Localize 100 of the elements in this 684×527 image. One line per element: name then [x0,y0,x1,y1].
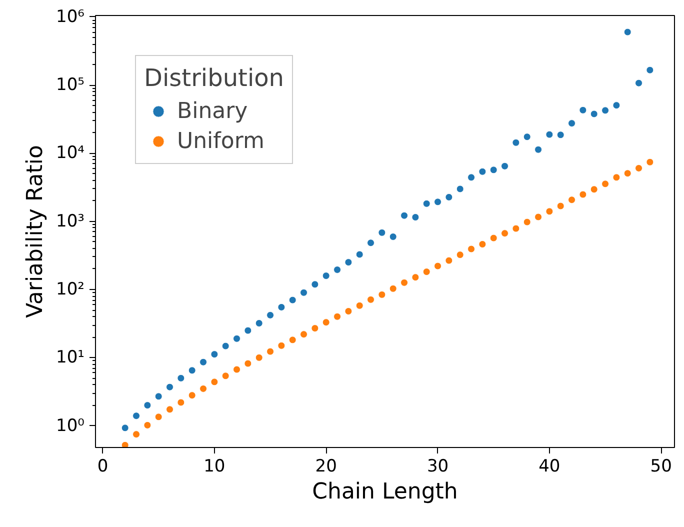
point [590,110,598,118]
point [434,262,442,270]
point [400,278,408,286]
point [311,280,319,288]
point [635,164,643,172]
x-tick-label: 40 [538,456,560,476]
point [144,421,152,429]
point [490,166,498,174]
point [278,303,286,311]
point [602,180,610,188]
point [166,406,174,414]
point [624,170,632,178]
point [334,312,342,320]
point [602,106,610,114]
x-tick-label: 50 [650,456,672,476]
point [200,384,208,392]
point [556,131,564,139]
x-tick-label: 10 [204,456,226,476]
point [624,28,632,36]
point [389,284,397,292]
point [244,360,252,368]
point [188,366,196,374]
point [378,228,386,236]
point [456,251,464,259]
x-tick-label: 0 [97,456,108,476]
point [255,319,263,327]
point [568,196,576,204]
point [445,256,453,264]
point [468,174,476,182]
point [210,350,218,358]
point [344,258,352,266]
point [412,213,420,221]
point [322,318,330,326]
point [177,398,185,406]
y-tick-label: 10³ [56,211,85,232]
point [356,250,364,258]
point [300,288,308,296]
point [278,342,286,350]
x-tick-label: 20 [315,456,337,476]
point [635,79,643,87]
point [534,213,542,221]
point [434,198,442,206]
point [132,430,140,438]
point [222,372,230,380]
point [367,239,375,247]
y-tick-label: 10⁰ [56,416,85,436]
point [445,193,453,201]
point [121,441,129,448]
point [546,208,554,216]
point [121,424,129,432]
y-tick-label: 10¹ [56,348,85,368]
point [255,354,263,362]
legend-label: Uniform [177,128,264,155]
point [166,383,174,391]
y-tick-label: 10² [56,280,85,300]
point [646,66,654,74]
point [534,146,542,154]
point [612,174,620,182]
y-tick-label: 10⁴ [56,143,85,164]
point [501,230,509,238]
point [512,224,520,232]
point [512,138,520,146]
point [132,412,140,420]
point [422,268,430,276]
point [579,190,587,198]
point [456,185,464,193]
point [177,374,185,382]
point [288,336,296,344]
point [233,366,241,374]
point [478,240,486,248]
point [266,311,274,319]
point [478,168,486,176]
point [389,232,397,240]
point [356,302,364,310]
point [244,326,252,334]
point [344,307,352,315]
point [568,120,576,128]
point [210,378,218,386]
point [200,358,208,366]
point [556,202,564,210]
point [612,102,620,110]
point [288,296,296,304]
point [378,290,386,298]
point [523,133,531,141]
point [300,330,308,338]
point [400,212,408,220]
legend-title: Distribution [144,64,284,92]
point [154,392,162,400]
point [468,245,476,253]
point [266,348,274,356]
y-tick-label: 10⁵ [56,75,85,96]
point [579,106,587,114]
y-axis-title: Variability Ratio [23,145,48,318]
point [490,234,498,242]
x-axis-title: Chain Length [312,480,458,504]
legend-label: Binary [177,98,248,125]
x-tick-label: 30 [426,456,449,476]
point [144,402,152,410]
y-tick-label: 10⁶ [56,6,85,27]
point [412,274,420,282]
